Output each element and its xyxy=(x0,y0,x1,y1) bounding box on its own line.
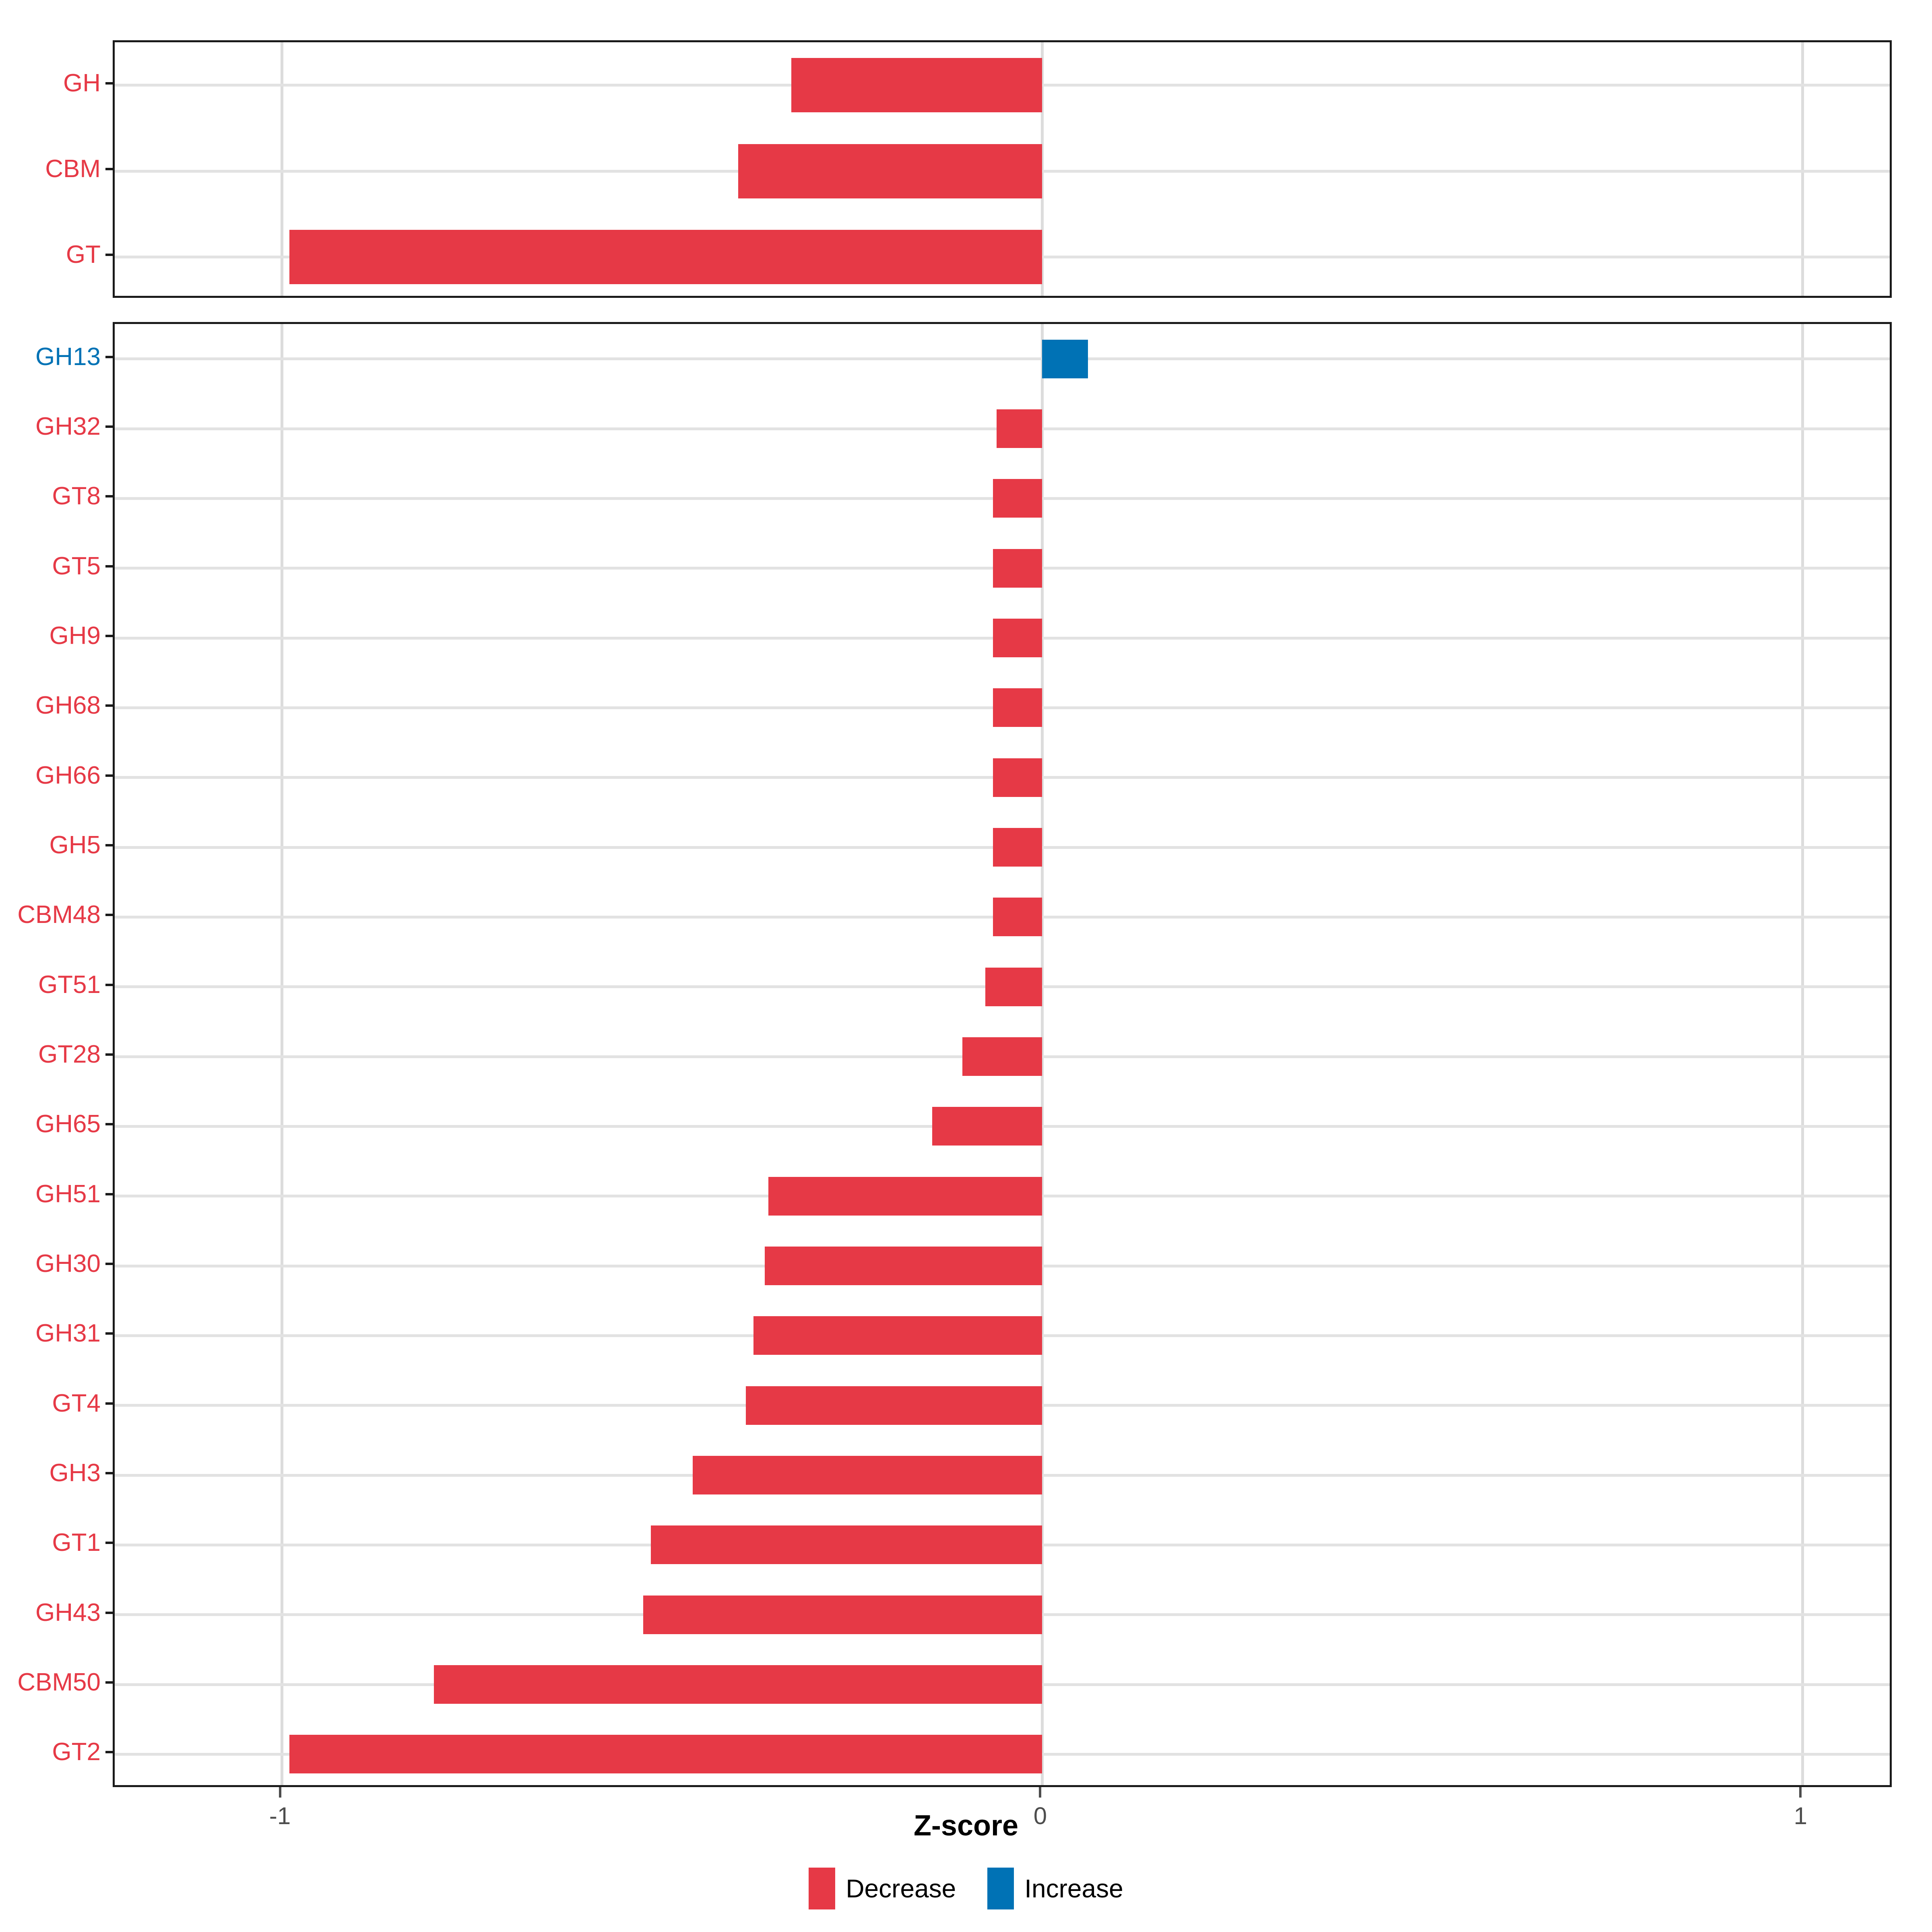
panel-top xyxy=(113,40,1892,298)
y-axis-tick-mark xyxy=(105,1193,113,1195)
panel-bottom-plot-area xyxy=(115,324,1890,1785)
y-axis-tick-mark xyxy=(105,1332,113,1335)
y-axis-label-cbm50: CBM50 xyxy=(17,1668,101,1696)
y-axis-label-gt8: GT8 xyxy=(52,482,101,510)
bar-gt xyxy=(289,229,1042,284)
x-axis-tick-label: 1 xyxy=(1794,1802,1808,1829)
y-axis-tick-mark xyxy=(105,565,113,568)
bar-gh3 xyxy=(692,1456,1042,1494)
y-axis-label-gh65: GH65 xyxy=(35,1110,101,1138)
bar-gh9 xyxy=(993,619,1042,657)
y-axis-label-gh66: GH66 xyxy=(35,761,101,789)
x-axis-tick-label: 0 xyxy=(1033,1802,1047,1829)
legend: Decrease Increase xyxy=(0,1868,1932,1909)
y-axis-label-gt: GT xyxy=(66,241,101,269)
legend-item-increase[interactable]: Increase xyxy=(987,1868,1123,1909)
y-axis-label-gh68: GH68 xyxy=(35,691,101,720)
y-axis-tick-mark xyxy=(105,168,113,170)
y-axis-tick-mark xyxy=(105,983,113,986)
y-axis-tick-mark xyxy=(105,1472,113,1474)
y-axis-label-cbm48: CBM48 xyxy=(17,901,101,929)
x-axis-tick-label: -1 xyxy=(269,1802,291,1829)
y-axis-tick-mark xyxy=(105,1611,113,1614)
y-axis-tick-mark xyxy=(105,1053,113,1056)
y-axis-label-gh51: GH51 xyxy=(35,1180,101,1208)
y-axis-label-gh43: GH43 xyxy=(35,1598,101,1627)
y-axis-tick-mark xyxy=(105,774,113,777)
y-axis-tick-mark xyxy=(105,82,113,85)
y-axis-label-gh: GH xyxy=(63,69,101,97)
y-axis-tick-mark xyxy=(105,1681,113,1684)
horizontal-gridline xyxy=(115,357,1890,361)
y-axis-tick-mark xyxy=(105,914,113,916)
increase-swatch xyxy=(987,1868,1014,1909)
y-axis-tick-mark xyxy=(105,495,113,498)
bar-gh30 xyxy=(765,1247,1042,1285)
bar-gh66 xyxy=(993,758,1042,797)
y-axis-label-gh31: GH31 xyxy=(35,1319,101,1348)
y-axis-label-gt2: GT2 xyxy=(52,1738,101,1766)
bar-cbm50 xyxy=(434,1665,1042,1704)
vertical-gridline xyxy=(281,42,284,296)
legend-label: Increase xyxy=(1024,1874,1123,1903)
y-axis-tick-mark xyxy=(105,1263,113,1265)
y-axis-tick-mark xyxy=(105,425,113,428)
decrease-swatch xyxy=(809,1868,836,1909)
y-axis-label-cbm: CBM xyxy=(45,155,101,183)
y-axis-label-gt1: GT1 xyxy=(52,1529,101,1557)
bar-gt4 xyxy=(745,1386,1042,1425)
bar-gh31 xyxy=(753,1316,1042,1355)
y-axis-label-gh3: GH3 xyxy=(49,1459,101,1487)
vertical-gridline xyxy=(1801,324,1804,1785)
y-axis-label-gh9: GH9 xyxy=(49,622,101,650)
y-axis-tick-mark xyxy=(105,704,113,707)
y-axis-label-gh13: GH13 xyxy=(35,343,101,371)
y-axis-tick-mark xyxy=(105,1402,113,1405)
y-axis-tick-mark xyxy=(105,1751,113,1754)
bar-gt8 xyxy=(993,479,1042,518)
bar-gh51 xyxy=(768,1177,1042,1216)
bar-gh32 xyxy=(997,409,1042,448)
legend-label: Decrease xyxy=(846,1874,956,1903)
y-axis-label-gh5: GH5 xyxy=(49,831,101,859)
y-axis-tick-mark xyxy=(105,355,113,358)
bar-gh5 xyxy=(993,828,1042,867)
y-axis-tick-mark xyxy=(105,1123,113,1126)
vertical-gridline xyxy=(1801,42,1804,296)
y-axis-label-gh30: GH30 xyxy=(35,1250,101,1278)
y-axis-tick-mark xyxy=(105,254,113,256)
legend-item-decrease[interactable]: Decrease xyxy=(809,1868,956,1909)
bar-gh13 xyxy=(1042,339,1088,378)
x-axis-tick-mark xyxy=(279,1787,281,1798)
bar-gt1 xyxy=(650,1525,1042,1565)
y-axis-tick-mark xyxy=(105,844,113,846)
x-axis-tick-mark xyxy=(1799,1787,1802,1798)
y-axis-label-gt4: GT4 xyxy=(52,1389,101,1417)
panel-bottom xyxy=(113,322,1892,1787)
bar-gt28 xyxy=(962,1037,1042,1076)
vertical-gridline xyxy=(281,324,284,1785)
vertical-gridline xyxy=(1040,42,1044,296)
bar-gt5 xyxy=(993,549,1042,588)
x-axis-tick-mark xyxy=(1039,1787,1042,1798)
bar-gh xyxy=(791,58,1042,113)
y-axis-label-gt5: GT5 xyxy=(52,552,101,580)
bar-cbm48 xyxy=(993,898,1042,937)
vertical-gridline xyxy=(1040,324,1044,1785)
bar-gt2 xyxy=(289,1735,1042,1774)
y-axis-label-gh32: GH32 xyxy=(35,413,101,440)
panel-top-plot-area xyxy=(115,42,1890,296)
bar-gt51 xyxy=(985,967,1042,1006)
bar-gh65 xyxy=(932,1107,1042,1146)
y-axis-label-gt51: GT51 xyxy=(38,970,101,999)
bar-gh68 xyxy=(993,688,1042,727)
y-axis-tick-mark xyxy=(105,1542,113,1544)
y-axis-label-gt28: GT28 xyxy=(38,1040,101,1068)
y-axis-tick-mark xyxy=(105,635,113,637)
bar-cbm xyxy=(738,144,1042,198)
bar-gh43 xyxy=(643,1595,1042,1634)
x-axis-title: Z-score xyxy=(913,1810,1019,1842)
